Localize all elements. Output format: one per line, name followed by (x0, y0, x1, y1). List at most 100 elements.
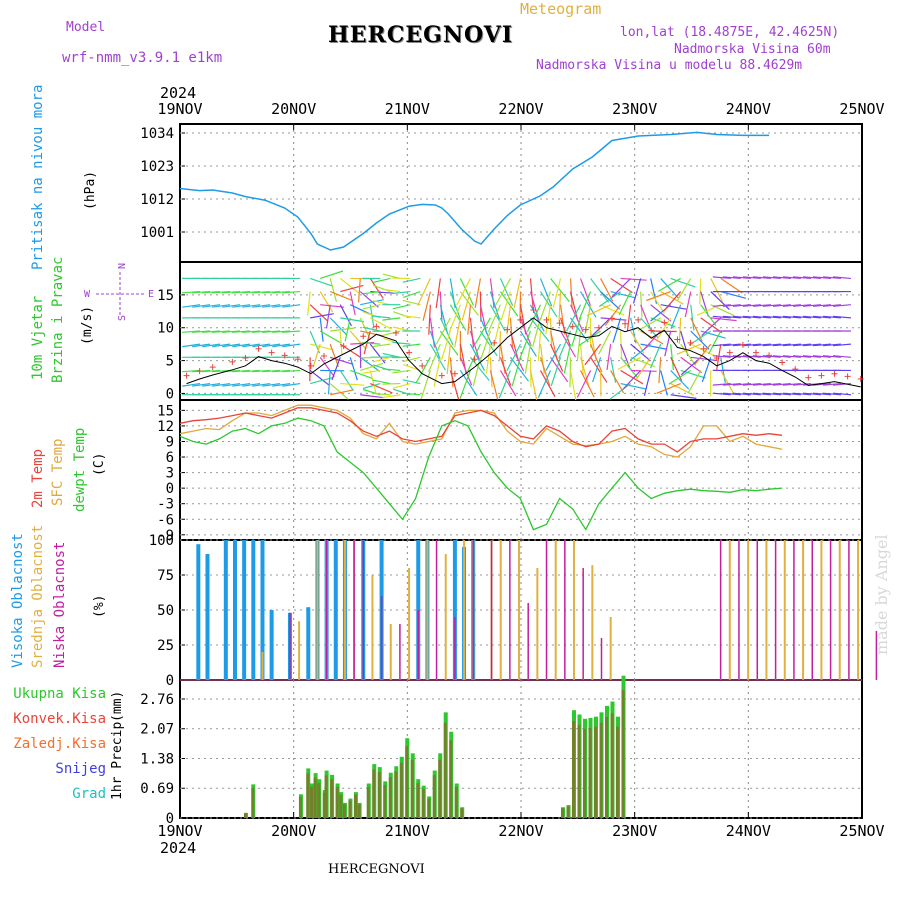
wind-vector (617, 356, 641, 371)
wind-vector (402, 379, 421, 385)
wind-vector (339, 277, 360, 294)
temp-2m-line (179, 407, 783, 453)
wind-vector (710, 291, 730, 311)
wind-vector (782, 382, 801, 386)
wind-vector (742, 382, 761, 386)
wind-vector (722, 276, 741, 280)
wind-vector (372, 379, 391, 385)
precip-convective-bar (388, 777, 392, 818)
wind-gust-marker (752, 349, 759, 356)
wind-vector (772, 315, 791, 319)
wind-vector (550, 278, 570, 303)
wind-vector (598, 330, 612, 355)
wind-vector (282, 304, 301, 308)
wind-vector (489, 304, 506, 332)
wind-vector (392, 382, 411, 389)
wind-vector (802, 304, 821, 307)
wind-vector (742, 304, 761, 307)
wind-vector (242, 304, 261, 308)
wind-vector (792, 304, 811, 307)
wind-vector (192, 382, 211, 387)
wind-vector (540, 291, 558, 318)
x-tick-label-bottom: 24NOV (726, 822, 771, 840)
wind-vector (222, 343, 241, 348)
wind-vector (402, 299, 421, 306)
wind-vector (382, 394, 401, 399)
wind-vector (428, 304, 431, 335)
wind-vector (212, 330, 231, 333)
precip-convective-bar (377, 772, 381, 818)
wind-vector (369, 304, 375, 329)
compass-south: S (117, 315, 128, 321)
precip-convective-bar (324, 775, 328, 818)
wind-vector (441, 330, 451, 360)
wind-vector (309, 369, 330, 386)
wind-vector (552, 278, 562, 308)
cloud-bar (802, 540, 805, 680)
wind-vector (632, 278, 642, 304)
model-name: wrf-nmm_v3.9.1 e1km (62, 50, 223, 66)
precip-convective-bar (588, 727, 592, 818)
precip-convective-bar (383, 785, 387, 818)
wind-vector (262, 369, 281, 373)
wind-vector (319, 356, 335, 378)
precip-convective-bar (594, 726, 598, 818)
x-tick-label-top: 21NOV (385, 100, 430, 118)
wind-vector (569, 370, 577, 401)
wind-vector (392, 326, 411, 332)
wind-vector (212, 382, 231, 387)
wind-vector (772, 276, 791, 280)
cloud-bar (728, 540, 731, 680)
wind-vector (459, 278, 475, 306)
wind-vector (392, 304, 411, 310)
precip-convective-bar (561, 808, 565, 818)
precip-convective-bar (421, 788, 425, 818)
wind-vector (222, 304, 241, 308)
wind-vector (752, 343, 771, 347)
wind-vector (252, 330, 271, 333)
wind-vector (663, 291, 682, 312)
y-tick-label: 50 (157, 603, 174, 619)
wind-vector (487, 304, 501, 333)
wind-vector (812, 315, 831, 319)
year-label-bottom: 2024 (160, 839, 196, 857)
x-tick-label-top: 24NOV (726, 100, 771, 118)
cloud-bar (747, 540, 750, 680)
cloud-bar (774, 540, 777, 680)
wind-vector (310, 343, 334, 351)
wind-vector (382, 330, 401, 336)
wind-vector (372, 392, 391, 396)
cloud-bar (545, 540, 548, 680)
wind-vector (657, 277, 682, 292)
precip-convective-bar (449, 740, 453, 818)
wind-vector (459, 357, 473, 386)
wind-vector (722, 304, 741, 307)
wind-vector (529, 278, 534, 309)
wind-vector (782, 304, 801, 307)
wind-vector (590, 356, 608, 383)
wind-vector (660, 370, 668, 396)
wind-vector (680, 356, 703, 374)
wind-vector (539, 291, 552, 321)
wind-gust-marker (419, 362, 426, 369)
wind-gust-marker (844, 373, 851, 380)
wind-vector (610, 370, 625, 394)
wind-vector (415, 356, 431, 384)
wind-vector (192, 304, 211, 308)
wind-vector (676, 343, 701, 355)
precip-convective-bar (243, 813, 247, 818)
wind-vector (362, 304, 381, 310)
lonlat: lon,lat (18.4875E, 42.4625N) (620, 25, 840, 40)
wind-vector (579, 357, 590, 387)
cloud-bar (435, 540, 438, 680)
wind-vector (570, 304, 584, 333)
wind-vector (182, 343, 201, 348)
wind-vector (592, 357, 602, 383)
cloud-bar (417, 610, 419, 680)
wind-vector (202, 290, 221, 294)
wind-gust-marker (392, 329, 399, 336)
wind-vector (262, 382, 281, 387)
wind-vector (449, 291, 462, 321)
wind-vector (232, 330, 251, 333)
